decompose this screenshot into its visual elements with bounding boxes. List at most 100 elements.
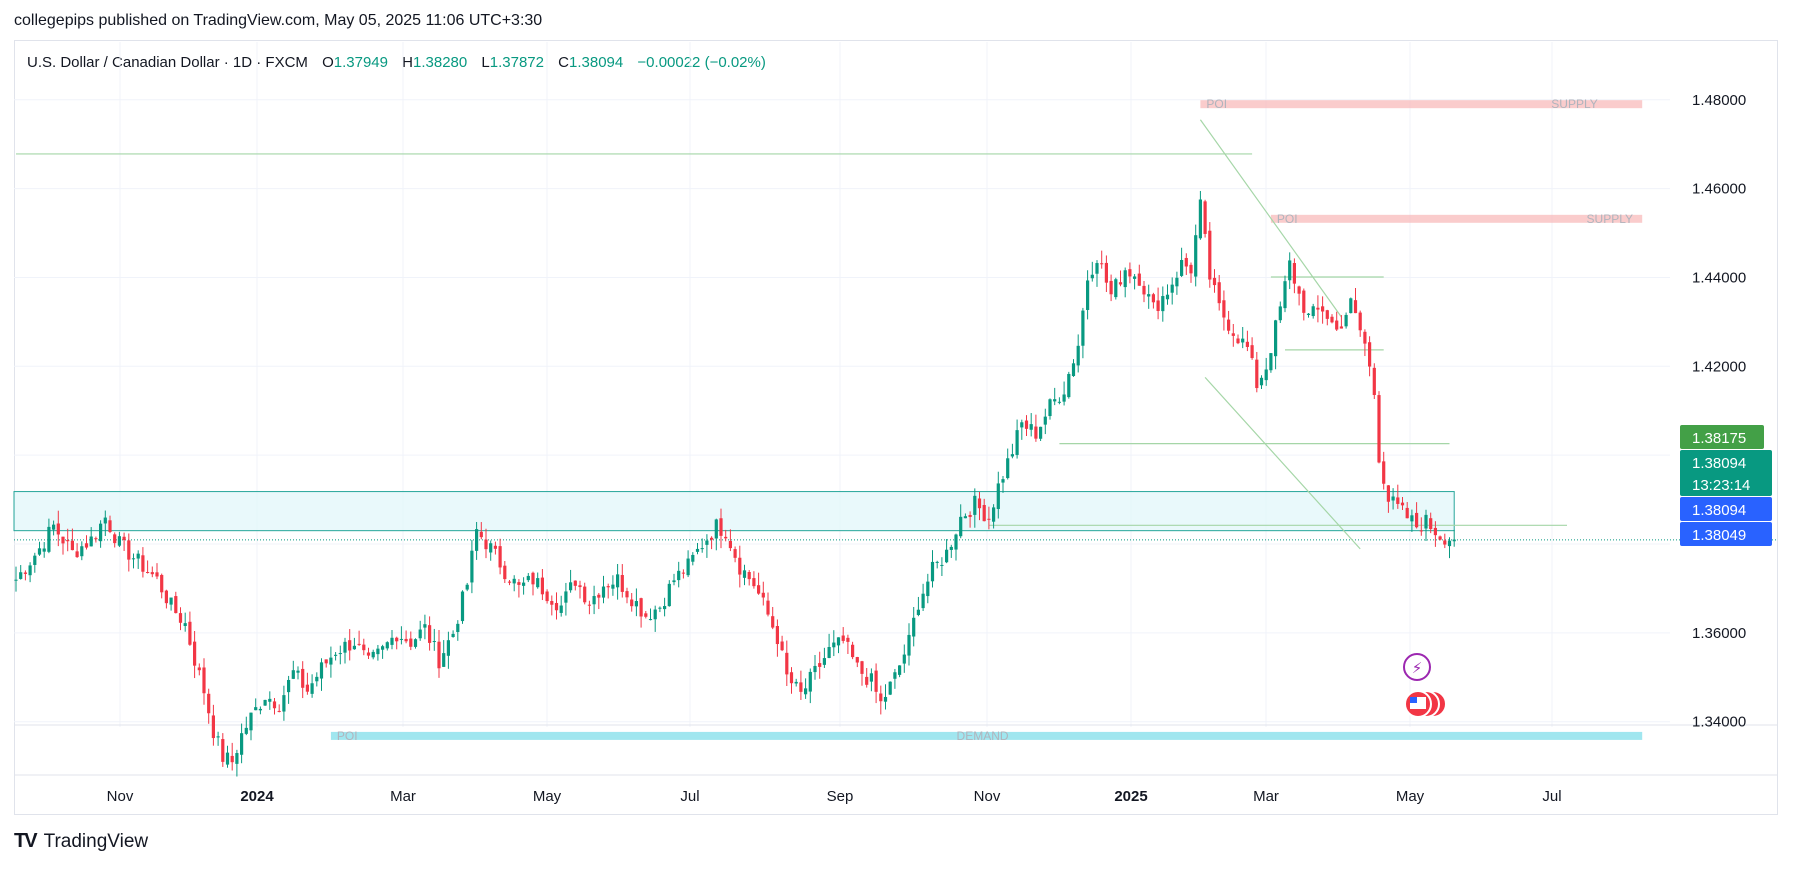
candle-body bbox=[789, 672, 794, 684]
candle-body bbox=[705, 540, 709, 545]
candle-body bbox=[813, 665, 817, 673]
candle-body bbox=[1419, 530, 1423, 532]
candle-body bbox=[907, 634, 911, 656]
candle-body bbox=[437, 641, 441, 669]
x-tick-label: Nov bbox=[974, 788, 1001, 805]
candle-body bbox=[860, 661, 864, 674]
candle-body bbox=[70, 540, 74, 551]
high-value: 1.38280 bbox=[413, 54, 468, 71]
candle-body bbox=[84, 543, 89, 548]
candle-body bbox=[470, 550, 474, 583]
candle-body bbox=[945, 549, 949, 563]
candle-body bbox=[658, 607, 662, 609]
candle-body bbox=[1274, 320, 1278, 357]
symbol-title[interactable]: U.S. Dollar / Canadian Dollar · 1D · FXC… bbox=[27, 54, 308, 71]
candle-body bbox=[188, 621, 192, 645]
candle-body bbox=[160, 574, 164, 593]
candle-body bbox=[992, 507, 996, 522]
candle-body bbox=[719, 518, 723, 536]
candle-body bbox=[381, 646, 385, 650]
candle-body bbox=[117, 536, 121, 546]
candle-body bbox=[597, 594, 601, 598]
candle-body bbox=[1330, 316, 1334, 323]
candle-body bbox=[146, 571, 150, 573]
candle-body bbox=[385, 642, 389, 649]
candle-body bbox=[1114, 279, 1118, 298]
x-tick-label: Jul bbox=[1542, 788, 1561, 805]
y-tick-label: 1.36000 bbox=[1692, 625, 1746, 642]
candle-body bbox=[663, 606, 667, 610]
x-tick-label: 2025 bbox=[1114, 788, 1147, 805]
candle-body bbox=[1156, 300, 1160, 311]
candle-body bbox=[409, 638, 413, 647]
candle-body bbox=[1198, 199, 1202, 239]
candle-body bbox=[973, 495, 977, 515]
candle-body bbox=[503, 565, 507, 580]
price-badge-label: 1.38094 bbox=[1692, 455, 1746, 472]
supply-poi-label: POI bbox=[1277, 212, 1298, 226]
candle-body bbox=[724, 536, 728, 539]
price-badge-label: 1.38175 bbox=[1692, 430, 1746, 447]
candle-body bbox=[874, 670, 878, 692]
candle-body bbox=[460, 591, 465, 622]
lightning-glyph-icon: ⚡ bbox=[1412, 659, 1423, 677]
candle-body bbox=[1269, 353, 1273, 371]
candle-body bbox=[1100, 263, 1104, 265]
candle-body bbox=[258, 708, 262, 711]
tradingview-logo-icon: TV bbox=[14, 830, 38, 852]
candle-body bbox=[846, 637, 850, 642]
candle-body bbox=[1396, 497, 1400, 504]
candle-body bbox=[1118, 282, 1123, 285]
candle-body bbox=[338, 653, 342, 655]
candle-body bbox=[1071, 363, 1076, 377]
candle-body bbox=[1250, 345, 1254, 359]
candle-body bbox=[235, 753, 239, 764]
candle-body bbox=[211, 715, 215, 739]
candle-body bbox=[677, 570, 681, 581]
candle-body bbox=[940, 564, 944, 566]
candle-body bbox=[865, 676, 869, 685]
candle-body bbox=[14, 579, 18, 581]
candle-body bbox=[818, 663, 822, 667]
candle-body bbox=[757, 585, 761, 594]
candle-body bbox=[954, 534, 958, 550]
candle-body bbox=[1010, 454, 1014, 457]
candle-body bbox=[1142, 285, 1146, 295]
candle-body bbox=[625, 591, 629, 598]
candle-body bbox=[827, 647, 831, 658]
candle-body bbox=[667, 583, 671, 607]
candle-body bbox=[244, 727, 248, 734]
candle-body bbox=[1133, 276, 1137, 279]
candle-body bbox=[80, 546, 84, 557]
candle-body bbox=[959, 516, 963, 537]
candle-body bbox=[315, 676, 319, 682]
candle-body bbox=[1123, 270, 1127, 288]
tradingview-footer[interactable]: TV TradingView bbox=[14, 830, 148, 853]
candle-body bbox=[376, 648, 380, 655]
candle-body bbox=[178, 613, 183, 623]
candle-body bbox=[99, 523, 103, 542]
y-tick-label: 1.44000 bbox=[1692, 269, 1746, 286]
candle-body bbox=[475, 529, 479, 551]
price-badge bbox=[1680, 425, 1764, 449]
candle-body bbox=[785, 652, 789, 675]
candle-body bbox=[1175, 277, 1179, 287]
demand-poi-label: POI bbox=[337, 729, 358, 743]
candle-body bbox=[550, 601, 554, 605]
price-badge-label: 1.38094 bbox=[1692, 502, 1746, 519]
candle-body bbox=[37, 548, 42, 555]
candle-body bbox=[404, 638, 408, 642]
candle-body bbox=[446, 640, 450, 656]
candle-body bbox=[1095, 263, 1099, 274]
trend-channel-line bbox=[1199, 119, 1342, 318]
close-value: 1.38094 bbox=[569, 54, 624, 71]
candle-body bbox=[1386, 485, 1390, 502]
countdown-label: 13:23:14 bbox=[1692, 477, 1750, 494]
candle-body bbox=[1137, 273, 1141, 286]
y-tick-label: 1.34000 bbox=[1692, 714, 1746, 731]
x-tick-label: May bbox=[1396, 788, 1425, 805]
candle-body bbox=[277, 710, 281, 712]
candle-body bbox=[1053, 399, 1057, 402]
candle-body bbox=[479, 531, 483, 538]
